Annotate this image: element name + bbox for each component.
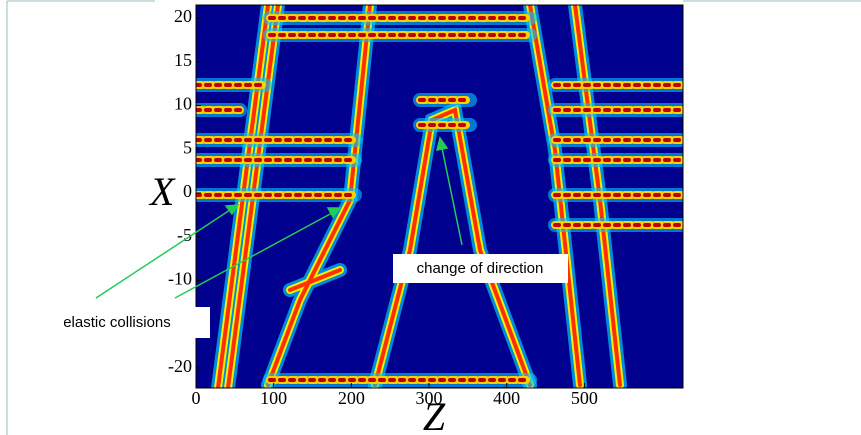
x-tick-label: 400	[493, 388, 520, 408]
x-tick-label: 0	[192, 388, 201, 408]
annotation: elastic collisions	[63, 314, 171, 331]
arrows	[95, 136, 463, 299]
y-tick-label: -20	[168, 356, 192, 376]
x-tick-label: 500	[571, 388, 598, 408]
x-tick-label: 200	[338, 388, 365, 408]
y-tick-label: 0	[183, 181, 192, 201]
annotation-box	[25, 307, 210, 338]
x-tick-label: 300	[416, 388, 443, 408]
y-tick-label: 15	[174, 50, 192, 70]
y-tick-label: -5	[177, 225, 192, 245]
x-axis-label: Z	[423, 394, 446, 435]
y-tick-label: 10	[174, 94, 192, 114]
heatmap-field	[196, 5, 683, 388]
y-tick-label: 20	[174, 6, 192, 26]
y-tick-label: 5	[183, 137, 192, 157]
annotation: change of direction	[417, 260, 544, 277]
x-tick-label: 100	[260, 388, 287, 408]
y-tick-label: -10	[168, 269, 192, 289]
annotation-box	[393, 254, 568, 283]
y-axis-label: X	[148, 169, 176, 214]
plot-frame	[195, 4, 684, 389]
